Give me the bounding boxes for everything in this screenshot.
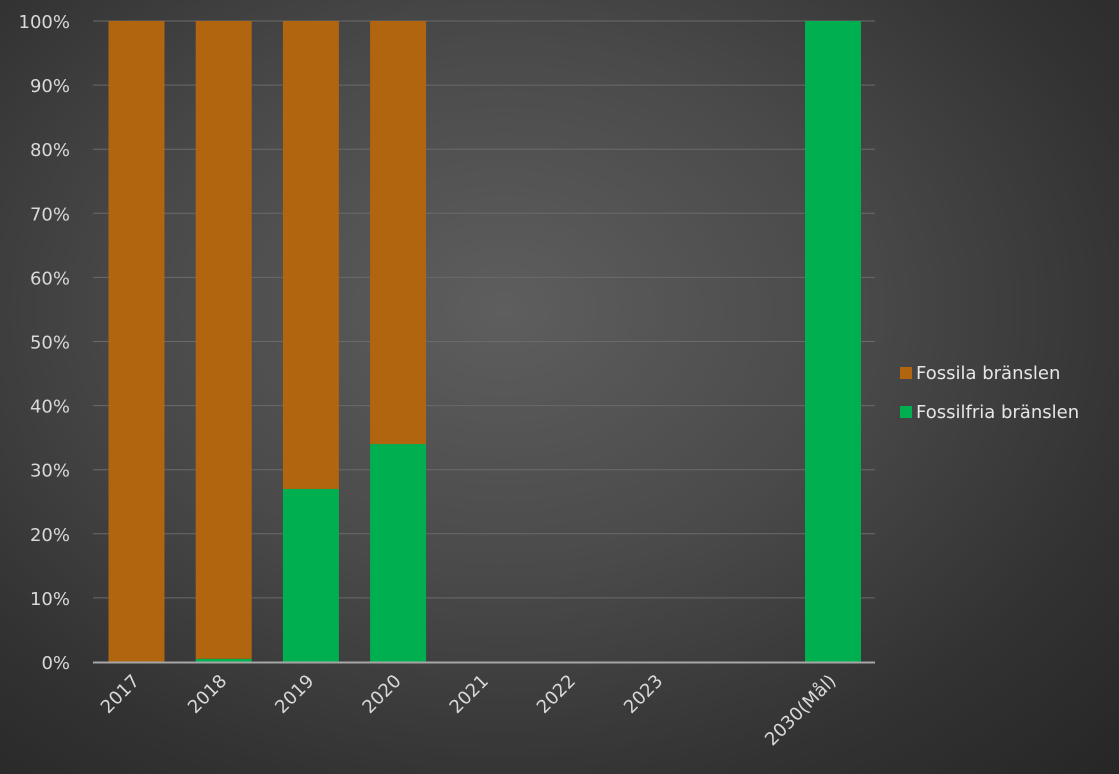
legend: Fossila bränslen Fossilfria bränslen: [900, 362, 1079, 440]
y-tick-label: 90%: [30, 76, 70, 97]
x-tick-label: 2020: [358, 671, 405, 718]
legend-item-fossilfria: Fossilfria bränslen: [900, 401, 1079, 423]
y-tick-label: 10%: [30, 589, 70, 610]
y-tick-label: 80%: [30, 140, 70, 161]
y-tick-label: 100%: [19, 12, 70, 33]
x-tick-label: 2017: [97, 671, 144, 718]
y-tick-label: 40%: [30, 397, 70, 418]
legend-swatch-fossilfria: [900, 406, 912, 418]
y-tick-label: 70%: [30, 204, 70, 225]
bar-fossila: [370, 21, 427, 445]
bar-fossila: [282, 21, 339, 489]
x-tick-label: 2030(Mål): [761, 671, 840, 750]
y-tick-label: 0%: [41, 653, 70, 674]
y-tick-label: 20%: [30, 525, 70, 546]
bar-fossilfria: [805, 21, 861, 662]
x-tick-label: 2022: [533, 671, 580, 718]
x-tick-label: 2019: [271, 671, 318, 718]
legend-label-fossila: Fossila bränslen: [916, 362, 1061, 384]
legend-swatch-fossila: [900, 367, 912, 379]
y-tick-label: 30%: [30, 461, 70, 482]
legend-item-fossila: Fossila bränslen: [900, 362, 1079, 384]
legend-label-fossilfria: Fossilfria bränslen: [916, 401, 1080, 423]
bar-fossilfria: [282, 488, 339, 662]
x-tick-label: 2023: [620, 671, 667, 718]
x-tick-label: 2021: [446, 671, 493, 718]
y-tick-label: 60%: [30, 268, 70, 289]
bar-fossila: [195, 21, 252, 659]
y-tick-label: 50%: [30, 333, 70, 354]
bars: [108, 21, 861, 662]
bar-fossila: [108, 21, 165, 662]
bar-fossilfria: [370, 444, 427, 662]
x-tick-label: 2018: [184, 671, 231, 718]
bar-fossilfria: [195, 658, 252, 662]
